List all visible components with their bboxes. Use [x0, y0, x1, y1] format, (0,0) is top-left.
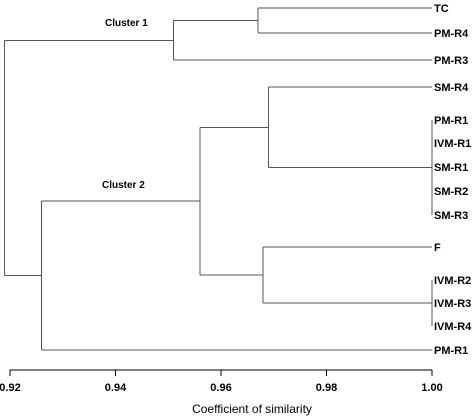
cluster-1-label: Cluster 1: [105, 18, 148, 29]
x-tick-label-2: 0.96: [210, 382, 231, 394]
leaf-label-5: IVM-R1: [434, 138, 471, 150]
x-tick-label-4: 1.00: [421, 382, 442, 394]
cluster-labels: Cluster 1 Cluster 2: [102, 18, 148, 191]
leaf-label-7: SM-R2: [434, 186, 468, 198]
leaf-labels: TC PM-R4 PM-R3 SM-R4 PM-R1 IVM-R1 SM-R1 SM-R2 SM…: [434, 3, 472, 357]
leaf-label-13: PM-R1: [434, 345, 468, 357]
leaf-label-12: IVM-R4: [434, 321, 472, 333]
cluster-2-label: Cluster 2: [102, 180, 145, 191]
leaf-label-4: PM-R1: [434, 115, 468, 127]
x-tick-label-0: 0.92: [0, 382, 21, 394]
leaf-label-0: TC: [434, 3, 449, 15]
leaf-label-1: PM-R4: [434, 28, 469, 40]
leaf-label-6: SM-R1: [434, 162, 468, 174]
leaf-label-10: IVM-R2: [434, 275, 471, 287]
x-tick-label-1: 0.94: [105, 382, 127, 394]
x-tick-label-3: 0.98: [316, 382, 337, 394]
x-axis-ticks: 0.92 0.94 0.96 0.98 1.00: [0, 370, 443, 394]
leaf-label-3: SM-R4: [434, 82, 469, 94]
leaf-label-11: IVM-R3: [434, 298, 471, 310]
dendrogram-branches: [4, 7, 433, 351]
leaf-label-9: F: [434, 242, 441, 254]
leaf-label-2: PM-R3: [434, 55, 468, 67]
leaf-label-8: SM-R3: [434, 210, 468, 222]
x-axis-title: Coefficient of similarity: [192, 402, 312, 416]
